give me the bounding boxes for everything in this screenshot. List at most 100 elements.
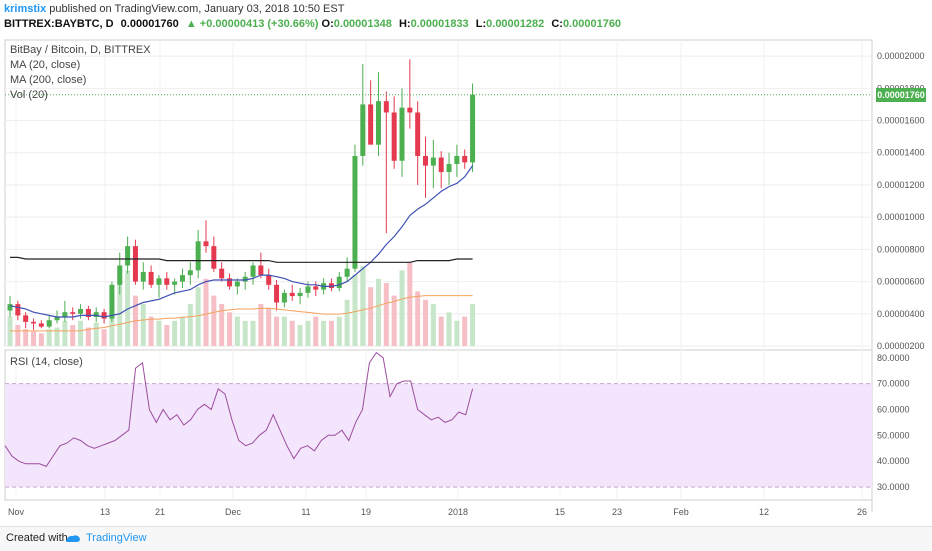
volume-bar [446, 312, 452, 346]
volume-bar [391, 295, 397, 346]
close-label: C: [551, 18, 563, 30]
candle-body [187, 270, 193, 276]
candle-body [423, 155, 429, 166]
rsi-line [4, 351, 474, 468]
candle-body [62, 312, 68, 318]
candle-body [266, 275, 272, 285]
rsi-tick-label: 30.0000 [877, 482, 910, 492]
volume-bar [242, 320, 248, 346]
x-tick-label: Feb [673, 507, 689, 517]
candle-body [368, 104, 374, 145]
rsi-tick-label: 40.0000 [877, 456, 910, 466]
candle-body [250, 265, 256, 277]
candle-body [297, 292, 303, 297]
rsi-tick-label: 60.0000 [877, 404, 910, 414]
candle-body [360, 104, 366, 156]
volume-bar [148, 316, 154, 346]
candle-body [156, 278, 162, 285]
candle-body [415, 112, 421, 156]
price-tick-label: 0.00001000 [877, 212, 925, 222]
price-tick-label: 0.00001600 [877, 116, 925, 126]
candle-body [85, 308, 91, 318]
candle-body [23, 315, 29, 322]
candle-body [352, 155, 358, 269]
x-tick-label: 11 [301, 507, 310, 517]
volume-bar [281, 316, 287, 346]
volume-bar [258, 304, 264, 346]
candle-body [305, 286, 311, 293]
candle-body [375, 101, 381, 145]
candle-body [399, 107, 405, 161]
candle-body [234, 281, 240, 287]
price-tick-label: 0.00000800 [877, 244, 925, 254]
x-tick-label: 23 [612, 507, 622, 517]
candle-body [46, 320, 52, 327]
candle-body [132, 246, 138, 282]
price-tick-label: 0.00000400 [877, 309, 925, 319]
volume-bar [250, 320, 256, 346]
ma20-line [9, 165, 474, 318]
x-tick-label: 2018 [448, 507, 468, 517]
close-value: 0.00001760 [562, 18, 622, 30]
x-tick-label: 19 [361, 507, 371, 517]
legend-ma20[interactable]: MA (20, close) [10, 59, 81, 71]
candle-body [109, 284, 115, 319]
volume-bar [156, 320, 162, 346]
publish-line: krimstix published on TradingView.com, J… [4, 3, 344, 15]
last-price-tag: 0.00001760 [876, 87, 926, 102]
tradingview-logo-icon [66, 535, 80, 542]
volume-bar [407, 262, 413, 346]
symbol-label: BITTREX:BAYBTC, D [4, 18, 114, 30]
volume-bar [360, 266, 366, 346]
candle-body [289, 292, 295, 297]
volume-bar [462, 316, 468, 346]
author-link[interactable]: krimstix [4, 3, 47, 15]
volume-bar [438, 316, 444, 346]
volume-bar [15, 325, 21, 346]
volume-bar [195, 287, 201, 346]
volume-ma-line [10, 295, 473, 332]
tradingview-brand-link[interactable]: TradingView [86, 532, 147, 544]
volume-bar [219, 304, 225, 346]
candle-body [430, 157, 436, 166]
volume-bar [70, 325, 76, 346]
low-value: 0.00001282 [486, 18, 545, 30]
candle-body [274, 284, 280, 303]
x-tick-label: 13 [100, 507, 110, 517]
volume-bar [234, 316, 240, 346]
candle-body [117, 265, 123, 285]
candle-body [462, 155, 468, 163]
price-tick-label: 0.00000600 [877, 277, 925, 287]
candle-body [101, 312, 107, 319]
volume-bar [415, 291, 421, 346]
candle-body [313, 286, 319, 290]
volume-bar [109, 308, 115, 346]
candle-body [148, 271, 154, 285]
volume-bar [46, 329, 52, 346]
candle-body [78, 308, 84, 314]
chart-header: krimstix published on TradingView.com, J… [0, 0, 932, 36]
volume-bar [179, 316, 185, 346]
volume-bar [62, 320, 68, 346]
legend-vol[interactable]: Vol (20) [10, 89, 48, 101]
candle-body [383, 101, 389, 113]
footer-bar: Created with TradingView [0, 526, 932, 551]
volume-bar [101, 329, 107, 346]
legend-ma200[interactable]: MA (200, close) [10, 74, 87, 86]
last-price: 0.00001760 [120, 18, 179, 30]
candle-body [454, 155, 460, 165]
rsi-tick-label: 70.0000 [877, 379, 910, 389]
volume-bar [54, 327, 60, 346]
volume-bar [321, 320, 327, 346]
high-value: 0.00001833 [410, 18, 469, 30]
volume-bar [470, 304, 476, 346]
created-with-text: Created with [6, 532, 68, 544]
candle-body [227, 278, 233, 287]
volume-bar [368, 287, 374, 346]
candle-body [344, 268, 350, 277]
price-chart[interactable]: 0.000020000.000018000.000016000.00001400… [0, 0, 932, 526]
candle-body [7, 304, 13, 311]
rsi-band-fill [5, 383, 872, 488]
legend-rsi[interactable]: RSI (14, close) [10, 356, 83, 368]
volume-bar [85, 327, 91, 346]
